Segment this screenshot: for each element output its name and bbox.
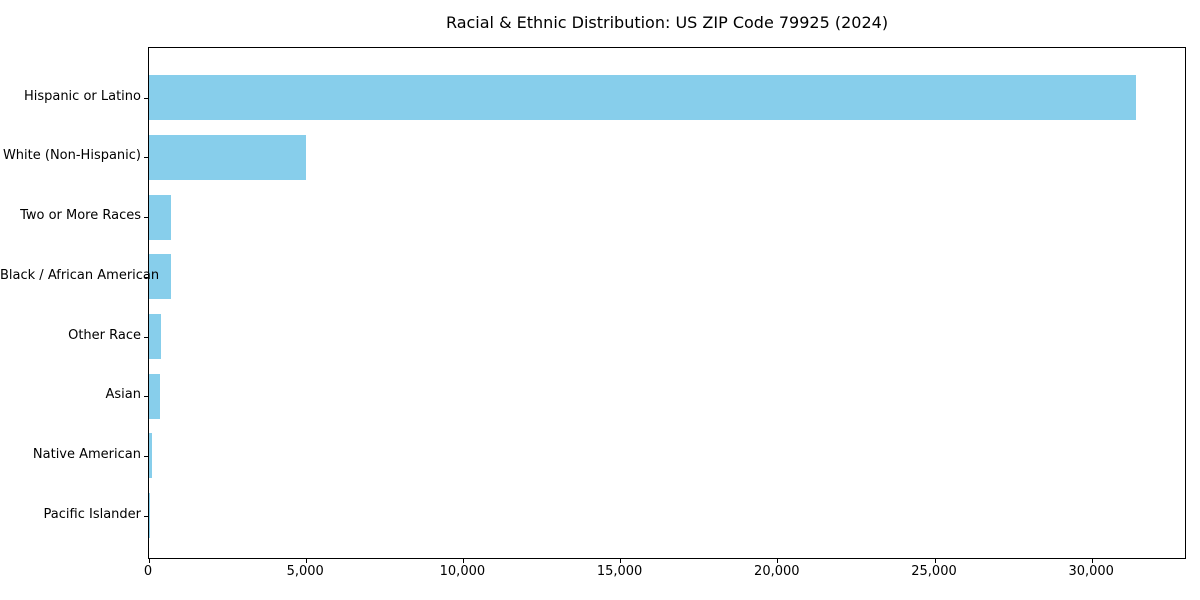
- bar: [149, 254, 171, 300]
- x-tick-mark: [305, 559, 307, 563]
- category-label: White (Non-Hispanic): [2, 148, 141, 164]
- y-tick-mark: [144, 455, 148, 457]
- x-tick-mark: [1091, 559, 1093, 563]
- y-tick-mark: [144, 157, 148, 159]
- bar: [149, 75, 1137, 121]
- x-tick-label: 10,000: [439, 564, 486, 579]
- y-tick-mark: [144, 396, 148, 398]
- x-tick-mark: [777, 559, 779, 563]
- x-tick-label: 25,000: [911, 564, 957, 579]
- bar: [149, 433, 153, 479]
- bar: [149, 194, 172, 240]
- bar: [149, 134, 306, 180]
- x-tick-label: 5,000: [286, 564, 324, 579]
- x-tick-label: 0: [143, 564, 153, 579]
- x-tick-label: 30,000: [1068, 564, 1114, 579]
- x-tick-mark: [934, 559, 936, 563]
- x-tick-mark: [620, 559, 622, 563]
- bar: [149, 314, 162, 359]
- y-tick-mark: [144, 217, 148, 219]
- x-tick-label: 20,000: [754, 564, 800, 579]
- x-tick-label: 15,000: [596, 564, 643, 579]
- x-tick-mark: [148, 559, 150, 563]
- chart-title: Racial & Ethnic Distribution: US ZIP Cod…: [445, 13, 889, 32]
- category-label: Hispanic or Latino: [23, 88, 141, 104]
- y-tick-mark: [144, 336, 148, 338]
- category-label: Black / African American: [0, 267, 160, 283]
- category-label: Two or More Races: [20, 208, 141, 224]
- category-label: Asian: [105, 387, 141, 403]
- category-label: Other Race: [68, 327, 141, 343]
- y-tick-mark: [144, 97, 148, 99]
- category-label: Pacific Islander: [43, 506, 141, 522]
- bar: [149, 373, 161, 419]
- y-tick-mark: [144, 276, 148, 278]
- category-label: Native American: [32, 446, 141, 462]
- x-tick-mark: [462, 559, 464, 563]
- y-tick-mark: [144, 515, 148, 517]
- plot-area: [144, 47, 1186, 563]
